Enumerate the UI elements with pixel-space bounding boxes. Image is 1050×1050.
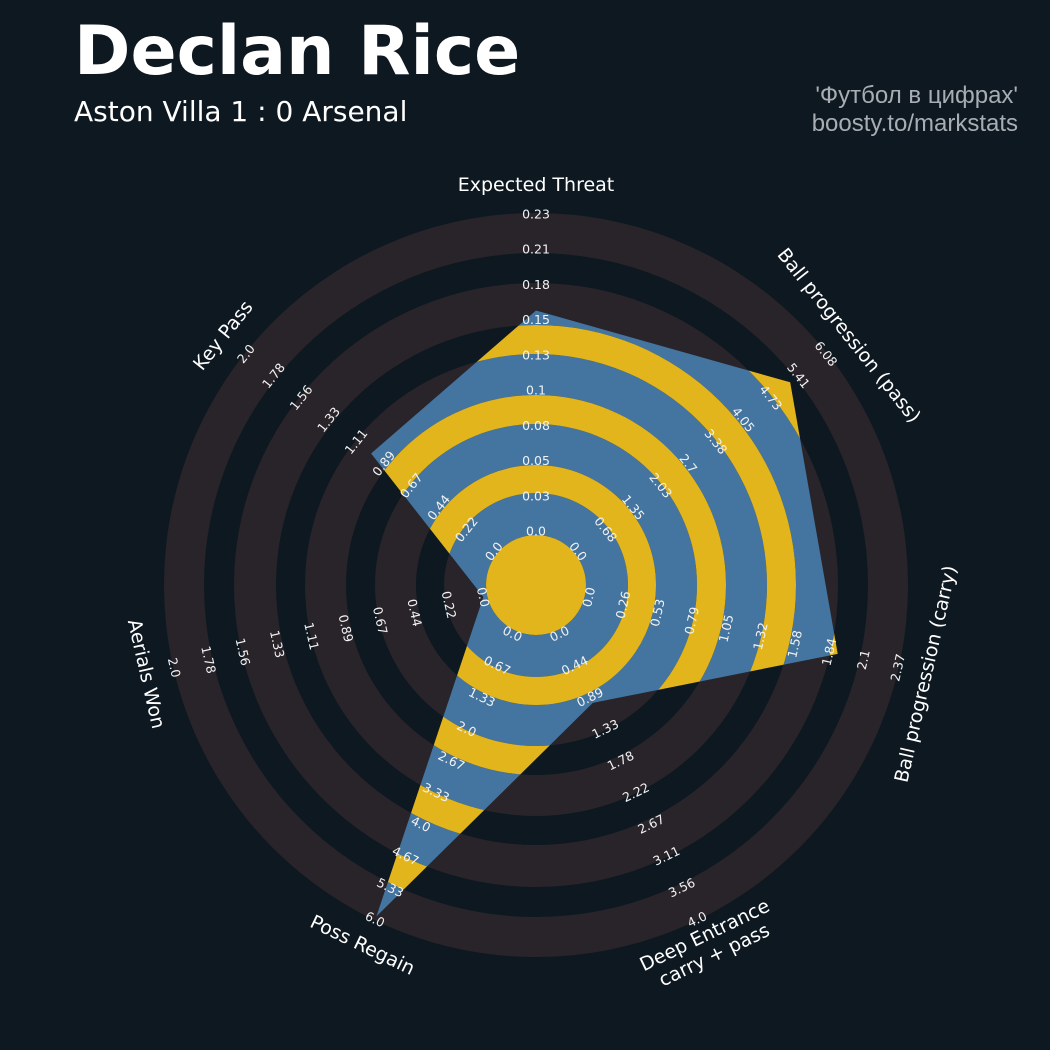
tick-label: 0.26 xyxy=(613,590,634,621)
tick-label: 0.0 xyxy=(579,586,598,609)
tick-label: 0.79 xyxy=(681,605,702,636)
match-subtitle: Aston Villa 1 : 0 Arsenal xyxy=(74,95,408,128)
polygon-band-blue xyxy=(444,493,628,677)
tick-label: 1.33 xyxy=(267,629,288,659)
player-polygon xyxy=(371,310,838,917)
tick-label: 1.05 xyxy=(716,613,737,643)
tick-label: 0.23 xyxy=(522,207,550,222)
param-label-line: Aerials Won xyxy=(123,617,169,731)
tick-label: 0.15 xyxy=(522,312,550,327)
tick-label: 0.1 xyxy=(526,383,546,398)
param-label-line: Expected Threat xyxy=(458,174,615,196)
tick-label: 0.08 xyxy=(522,418,550,433)
tick-label: 1.78 xyxy=(198,644,219,675)
tick-label: 0.18 xyxy=(522,277,550,292)
tick-label: 0.53 xyxy=(647,597,668,627)
credit-channel: 'Футбол в цифрах' xyxy=(815,82,1018,109)
tick-label: 2.37 xyxy=(887,652,908,682)
tick-label: 0.0 xyxy=(474,586,493,609)
tick-label: 1.32 xyxy=(750,621,771,651)
player-name-title: Declan Rice xyxy=(74,12,521,91)
param-label: Expected Threat xyxy=(458,174,615,196)
tick-label: 1.56 xyxy=(233,637,254,668)
tick-label: 0.05 xyxy=(522,453,550,468)
param-label: Aerials Won xyxy=(123,617,169,731)
tick-label: 1.11 xyxy=(301,621,322,651)
tick-label: 1.58 xyxy=(784,629,805,660)
tick-label: 0.13 xyxy=(522,347,550,362)
tick-label: 0.44 xyxy=(404,597,425,628)
tick-label: 0.22 xyxy=(439,590,460,620)
tick-label: 0.03 xyxy=(522,488,550,503)
tick-label: 0.0 xyxy=(526,524,546,539)
tick-label: 0.89 xyxy=(336,613,357,644)
credit-link: boosty.to/markstats xyxy=(811,110,1018,137)
tick-label: 2.0 xyxy=(165,656,184,679)
tick-label: 0.21 xyxy=(522,242,550,257)
polygon-band-yellow xyxy=(486,535,586,635)
tick-label: 1.84 xyxy=(819,637,840,668)
tick-label: 0.67 xyxy=(370,605,391,635)
tick-label: 2.1 xyxy=(854,648,873,671)
